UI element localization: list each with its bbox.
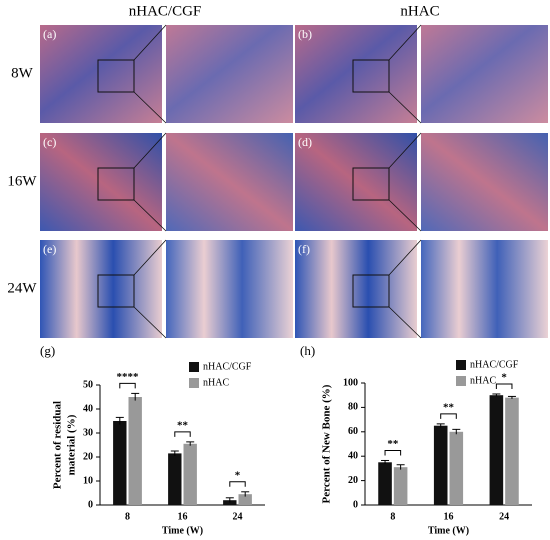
significance-label: * bbox=[235, 469, 241, 481]
zoom-line bbox=[388, 91, 422, 124]
significance-label: ** bbox=[387, 438, 399, 450]
x-tick-label: 24 bbox=[233, 511, 243, 522]
zoom-line bbox=[133, 199, 167, 232]
significance-bracket bbox=[495, 383, 513, 389]
zoom-line bbox=[388, 306, 422, 339]
significance-label: **** bbox=[117, 371, 140, 383]
y-tick-label: 20 bbox=[83, 451, 93, 462]
column-header: nHAC/CGF bbox=[129, 3, 202, 19]
zoom-line bbox=[133, 132, 167, 169]
panel-label: (e) bbox=[43, 242, 56, 256]
zoom-image bbox=[166, 240, 293, 338]
y-axis-label: Percent of New Bone (%) bbox=[321, 384, 333, 503]
legend-swatch bbox=[189, 362, 199, 372]
roi-box bbox=[352, 274, 390, 308]
y-tick-label: 40 bbox=[83, 403, 93, 414]
panel-label: (f) bbox=[298, 242, 310, 256]
bar bbox=[378, 462, 392, 505]
histology-image bbox=[295, 133, 417, 231]
histology-image bbox=[40, 240, 162, 338]
legend-swatch bbox=[456, 360, 466, 370]
x-axis-label: Time (W) bbox=[162, 525, 203, 536]
y-tick-label: 40 bbox=[348, 450, 358, 461]
panel-label: (c) bbox=[43, 135, 56, 149]
bar bbox=[489, 395, 504, 505]
zoom-line bbox=[388, 239, 422, 276]
y-axis-label: material (%) bbox=[66, 414, 78, 475]
bar bbox=[183, 443, 197, 505]
x-tick-label: 8 bbox=[390, 511, 395, 522]
column-header: nHAC bbox=[400, 3, 439, 19]
legend-label: nHAC/CGF bbox=[470, 359, 519, 370]
zoom-image bbox=[421, 25, 548, 123]
legend-label: nHAC bbox=[203, 377, 229, 388]
x-tick-label: 24 bbox=[499, 511, 509, 522]
legend-swatch bbox=[189, 378, 199, 388]
legend-swatch bbox=[456, 376, 466, 386]
histology-image bbox=[40, 25, 162, 123]
zoom-line bbox=[133, 24, 167, 61]
zoom-line bbox=[388, 132, 422, 169]
histology-image bbox=[40, 133, 162, 231]
zoom-image bbox=[166, 133, 293, 231]
zoom-line bbox=[388, 24, 422, 61]
panel-label: (d) bbox=[298, 135, 312, 149]
zoom-line bbox=[133, 239, 167, 276]
x-tick-label: 8 bbox=[125, 511, 130, 522]
significance-bracket bbox=[174, 431, 191, 437]
panel-label: (a) bbox=[43, 27, 56, 41]
row-label: 24W bbox=[7, 280, 37, 296]
row-label: 8W bbox=[11, 65, 34, 81]
bar bbox=[449, 431, 464, 505]
roi-box bbox=[352, 59, 390, 93]
significance-bracket bbox=[229, 481, 246, 487]
y-tick-label: 100 bbox=[343, 377, 358, 388]
histology-image bbox=[295, 240, 417, 338]
roi-box bbox=[97, 167, 135, 201]
panel-label: (g) bbox=[40, 343, 55, 358]
legend-label: nHAC/CGF bbox=[203, 361, 252, 372]
row-label: 16W bbox=[7, 173, 37, 189]
panel-label: (h) bbox=[300, 343, 315, 358]
zoom-line bbox=[133, 91, 167, 124]
bar bbox=[238, 494, 252, 505]
roi-box bbox=[97, 274, 135, 308]
y-axis-label: Percent of residual bbox=[52, 401, 64, 489]
y-tick-label: 80 bbox=[348, 402, 358, 413]
significance-label: * bbox=[501, 372, 507, 384]
y-tick-label: 10 bbox=[83, 475, 93, 486]
y-tick-label: 60 bbox=[348, 426, 358, 437]
roi-box bbox=[97, 59, 135, 93]
zoom-line bbox=[133, 306, 167, 339]
legend-label: nHAC bbox=[470, 375, 496, 386]
bar bbox=[128, 397, 142, 505]
significance-label: ** bbox=[443, 401, 455, 413]
y-tick-label: 30 bbox=[83, 427, 93, 438]
panel-label: (b) bbox=[298, 27, 312, 41]
x-tick-label: 16 bbox=[178, 511, 188, 522]
zoom-line bbox=[388, 199, 422, 232]
significance-label: ** bbox=[177, 419, 189, 431]
x-axis-label: Time (W) bbox=[428, 525, 469, 536]
zoom-image bbox=[421, 133, 548, 231]
y-tick-label: 0 bbox=[353, 499, 358, 510]
bar bbox=[393, 467, 408, 505]
zoom-image bbox=[166, 25, 293, 123]
zoom-image bbox=[421, 240, 548, 338]
y-tick-label: 20 bbox=[348, 475, 358, 486]
bar bbox=[505, 397, 519, 505]
bar bbox=[168, 453, 182, 505]
x-tick-label: 16 bbox=[444, 511, 454, 522]
y-tick-label: 0 bbox=[88, 499, 93, 510]
bar bbox=[113, 421, 127, 505]
significance-bracket bbox=[440, 413, 457, 419]
significance-bracket bbox=[119, 382, 136, 389]
histology-image bbox=[295, 25, 417, 123]
significance-bracket bbox=[384, 449, 402, 456]
bar bbox=[433, 425, 448, 505]
y-tick-label: 50 bbox=[83, 379, 93, 390]
roi-box bbox=[352, 167, 390, 201]
